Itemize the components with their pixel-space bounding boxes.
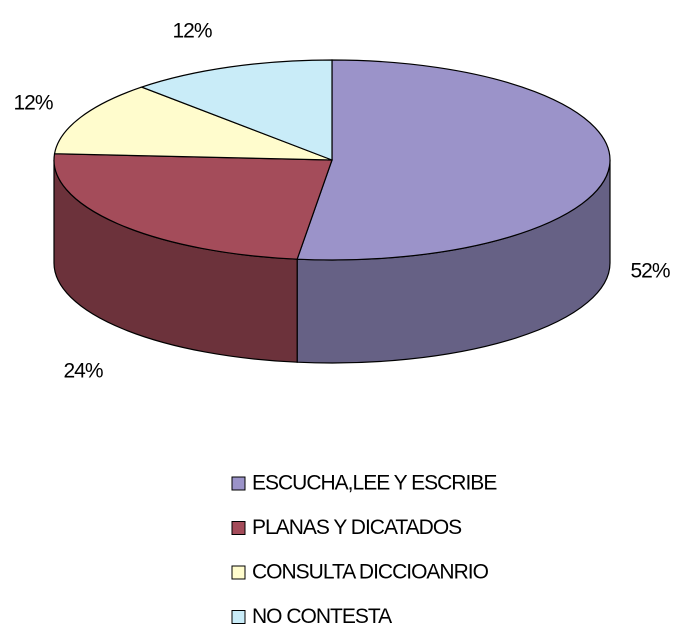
value-label: 12% [172,20,211,43]
legend-label: NO CONTESTA [252,605,392,628]
pie-slice [53,153,333,260]
legend-label: CONSULTA DICCIOANRIO [252,561,489,584]
value-label: 12% [13,92,52,115]
pie-slice [296,59,611,261]
legend-swatch [231,610,246,624]
legend-swatch [231,476,246,491]
pie-slice [53,86,333,161]
value-label: 52% [630,260,669,283]
legend-swatch [231,565,246,580]
legend-swatch [231,521,246,535]
value-label: 24% [63,360,102,383]
legend-label: PLANAS Y DICATADOS [252,516,462,539]
legend-label: ESCUCHA,LEE Y ESCRIBE [252,472,497,495]
pie-slice [139,59,333,161]
